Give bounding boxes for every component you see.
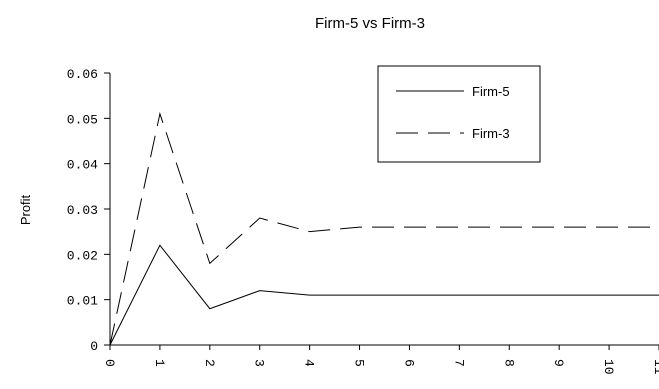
series-line-firm-3 [109, 111, 659, 346]
x-tick-label: 0 [102, 359, 117, 367]
y-tick-label: 0.02 [67, 248, 98, 263]
legend-box [377, 65, 541, 163]
x-tick-label: 1 [152, 359, 167, 367]
x-tick-label: 10 [601, 359, 616, 375]
x-tick-label: 2 [202, 359, 217, 367]
x-tick-label: 4 [302, 359, 317, 367]
y-ticks: 0 0.01 0.02 0.03 0.04 0.05 0.06 [67, 67, 110, 354]
y-tick-label: 0.05 [67, 112, 98, 127]
x-tick-label: 7 [451, 359, 466, 367]
x-ticks: 0 1 2 3 4 5 6 7 8 9 10 11 [102, 345, 659, 375]
x-tick-label: 9 [551, 359, 566, 367]
y-axis-label: Profit [18, 194, 33, 225]
series-line-firm-5 [109, 244, 659, 346]
y-tick-label: 0.03 [67, 203, 98, 218]
y-tick-label: 0 [90, 339, 98, 354]
y-tick-label: 0.01 [67, 294, 98, 309]
x-tick-label: 6 [401, 359, 416, 367]
x-tick-label: 8 [501, 359, 516, 367]
legend-label-firm-3: Firm-3 [472, 126, 510, 141]
legend: Firm-5 Firm-3 [377, 65, 541, 163]
x-tick-label: 5 [352, 359, 367, 367]
series-lines [109, 111, 659, 346]
legend-label-firm-5: Firm-5 [472, 84, 510, 99]
y-tick-label: 0.06 [67, 67, 98, 82]
chart-title: Firm-5 vs Firm-3 [315, 15, 425, 32]
x-tick-label: 11 [651, 359, 659, 375]
y-tick-label: 0.04 [67, 158, 98, 173]
x-tick-label: 3 [252, 359, 267, 367]
